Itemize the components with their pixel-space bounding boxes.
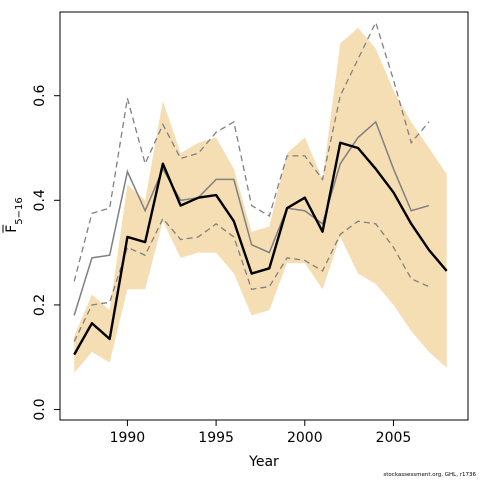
confidence-band-layer (74, 27, 447, 373)
x-tick-label-1995: 1995 (198, 430, 234, 446)
y-axis-title-base: F (4, 225, 20, 233)
y-tick-label-0.6: 0.6 (32, 84, 48, 106)
y-tick-label-0.2: 0.2 (32, 294, 48, 316)
plot-frame (59, 11, 469, 421)
series-lines-layer (73, 20, 448, 356)
x-tick-label-1990: 1990 (110, 430, 146, 446)
y-tick-label-0.0: 0.0 (32, 398, 48, 420)
main-estimate-line (73, 141, 448, 356)
previous-upper-ci-line (73, 20, 430, 282)
y-tick-label-0.4: 0.4 (32, 189, 48, 211)
svg-text:F5−16: F5−16 (4, 197, 25, 233)
x-axis-title: Year (248, 454, 279, 470)
axes-layer: 1990 1995 2000 2005 0.0 0.2 0.4 0.6 (32, 84, 411, 446)
y-axis-title: F5−16 (2, 197, 25, 233)
confidence-band (74, 27, 447, 373)
x-tick-label-2005: 2005 (376, 430, 412, 446)
credit-text: stockassessment.org, GHL, r1736 (383, 472, 476, 478)
x-tick-label-2000: 2000 (287, 430, 323, 446)
previous-estimate-line (73, 120, 430, 316)
previous-lower-ci-line (73, 217, 430, 342)
y-axis-title-subscript: 5−16 (14, 197, 25, 224)
